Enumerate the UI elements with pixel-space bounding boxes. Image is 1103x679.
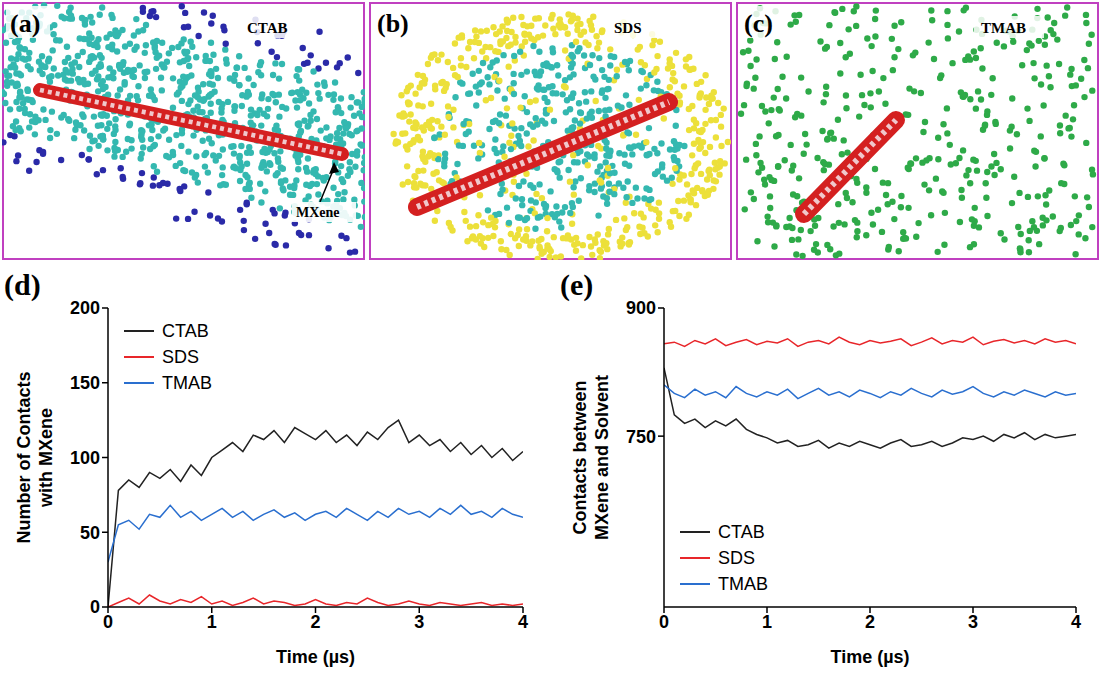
html-text:(e): (e) [560, 268, 594, 301]
html-text:TMAB: TMAB [718, 573, 768, 594]
svg-text:Contacts betweenMXene and Solv: Contacts betweenMXene and Solvent [570, 375, 612, 540]
html-text:(d): (d) [4, 268, 41, 301]
svg-text:(a): (a) [10, 9, 40, 38]
svg-text:0: 0 [659, 612, 669, 632]
svg-text:Time (µs): Time (µs) [276, 647, 355, 667]
svg-text:0: 0 [103, 612, 113, 632]
svg-text:4: 4 [518, 612, 528, 632]
svg-text:0: 0 [90, 597, 100, 617]
svg-text:MXene: MXene [296, 205, 340, 220]
svg-text:1: 1 [762, 612, 772, 632]
svg-text:2: 2 [310, 612, 320, 632]
svg-text:4: 4 [1071, 612, 1081, 632]
svg-text:1: 1 [207, 612, 217, 632]
svg-text:150: 150 [70, 373, 100, 393]
svg-text:CTAB: CTAB [247, 20, 288, 36]
svg-text:3: 3 [968, 612, 978, 632]
svg-text:Time (µs): Time (µs) [830, 647, 909, 667]
svg-text:2: 2 [865, 612, 875, 632]
svg-text:(c): (c) [744, 9, 773, 38]
svg-text:900: 900 [626, 298, 656, 318]
html-text:CTAB: CTAB [718, 521, 765, 542]
svg-text:Number of Contactswith MXene: Number of Contactswith MXene [14, 371, 56, 543]
html-text:SDS: SDS [162, 346, 199, 367]
svg-text:(b): (b) [377, 9, 409, 38]
svg-text:3: 3 [414, 612, 424, 632]
html-text:CTAB: CTAB [162, 320, 209, 341]
svg-text:750: 750 [626, 427, 656, 447]
svg-text:TMAB: TMAB [981, 20, 1026, 36]
html-text:SDS: SDS [718, 547, 755, 568]
svg-text:100: 100 [70, 448, 100, 468]
html-text:TMAB: TMAB [162, 372, 212, 393]
svg-text:SDS: SDS [614, 20, 642, 36]
svg-text:50: 50 [80, 523, 100, 543]
svg-text:200: 200 [70, 298, 100, 318]
